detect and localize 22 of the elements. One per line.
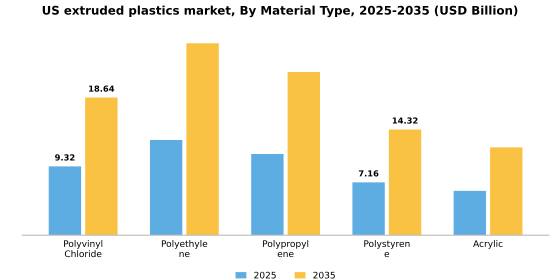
x-tick-label: Polyvinyl Chloride xyxy=(64,240,102,258)
bar xyxy=(85,98,118,236)
data-label: 9.32 xyxy=(55,154,74,161)
legend-label: 2035 xyxy=(313,272,335,279)
bar xyxy=(48,166,82,236)
legend-label: 2025 xyxy=(254,272,276,279)
x-tick-label: Polystyren e xyxy=(364,240,410,258)
bar xyxy=(150,140,182,236)
chart-title: US extruded plastics market, By Material Type, 2025-2035 (USD Billion) xyxy=(42,6,518,18)
data-label: 14.32 xyxy=(392,117,418,124)
bar xyxy=(186,43,219,236)
x-tick-label: Polypropyl ene xyxy=(263,240,308,258)
bar xyxy=(490,147,522,236)
bar xyxy=(251,154,284,236)
x-tick-label: Polyethyle ne xyxy=(162,240,208,258)
bar xyxy=(454,190,486,236)
data-label: 18.64 xyxy=(89,85,114,92)
bar xyxy=(388,129,422,236)
bar xyxy=(352,182,385,236)
data-label: 7.16 xyxy=(358,170,378,177)
bar xyxy=(288,72,320,236)
x-tick-label: Acrylic xyxy=(473,240,503,249)
